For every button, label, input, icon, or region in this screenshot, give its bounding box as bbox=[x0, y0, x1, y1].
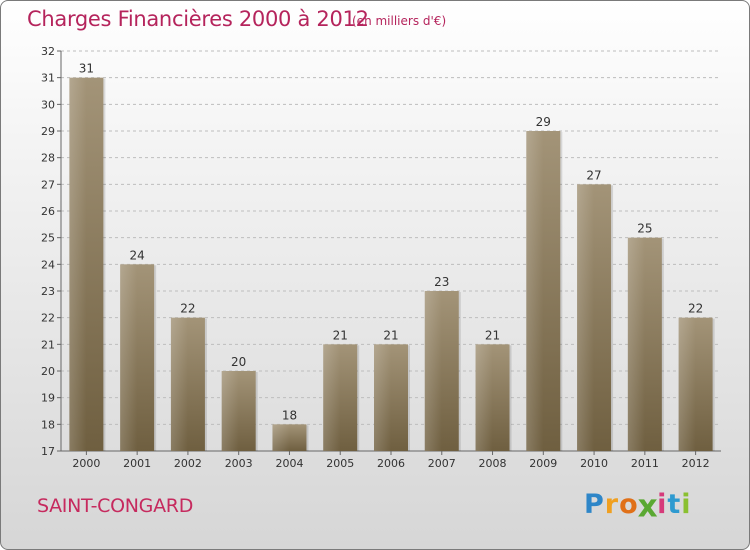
bar-highlight bbox=[577, 184, 595, 452]
logo-letter: i bbox=[681, 489, 692, 520]
data-label: 29 bbox=[536, 115, 551, 129]
bar-highlight bbox=[424, 291, 442, 451]
y-tick-label: 19 bbox=[41, 392, 55, 405]
logo-letter: t bbox=[667, 489, 682, 520]
logo-letter: o bbox=[619, 489, 639, 520]
x-tick-label: 2005 bbox=[326, 457, 354, 470]
bar-highlight bbox=[526, 131, 544, 451]
x-tick-label: 2008 bbox=[479, 457, 507, 470]
y-tick-label: 22 bbox=[41, 312, 55, 325]
logo-letter: i bbox=[657, 489, 668, 520]
data-label: 21 bbox=[333, 328, 348, 342]
x-tick-label: 2010 bbox=[580, 457, 608, 470]
proxiti-logo: Proxiti bbox=[584, 489, 692, 525]
y-tick-label: 17 bbox=[41, 445, 55, 458]
x-tick-label: 2011 bbox=[631, 457, 659, 470]
data-label: 22 bbox=[180, 302, 195, 316]
x-tick-label: 2003 bbox=[225, 457, 253, 470]
bar-highlight bbox=[120, 264, 138, 451]
bar-highlight bbox=[323, 344, 341, 451]
y-tick-label: 31 bbox=[41, 72, 55, 85]
labels: 17 18 19 20 21 22 23 24 25 26 27 28 29 30 31 32 31 2000 24… bbox=[41, 45, 710, 470]
data-label: 27 bbox=[586, 168, 601, 182]
x-tick-label: 2012 bbox=[682, 457, 710, 470]
data-label: 22 bbox=[688, 302, 703, 316]
y-tick-label: 18 bbox=[41, 418, 55, 431]
data-label: 20 bbox=[231, 355, 246, 369]
x-tick-label: 2009 bbox=[529, 457, 557, 470]
bar-highlight bbox=[627, 237, 645, 451]
y-tick-label: 27 bbox=[41, 178, 55, 191]
x-tick-label: 2006 bbox=[377, 457, 405, 470]
bar-highlight bbox=[475, 344, 493, 451]
data-label: 21 bbox=[485, 328, 500, 342]
x-tick-label: 2004 bbox=[275, 457, 303, 470]
commune-name: SAINT-CONGARD bbox=[37, 495, 194, 517]
y-tick-label: 20 bbox=[41, 365, 55, 378]
x-tick-label: 2007 bbox=[428, 457, 456, 470]
bar-highlight bbox=[272, 424, 290, 451]
logo-letter: r bbox=[604, 489, 620, 520]
y-tick-label: 25 bbox=[41, 232, 55, 245]
bar-highlight bbox=[221, 371, 239, 451]
bar-highlight bbox=[678, 317, 696, 451]
bars bbox=[69, 77, 715, 452]
y-tick-label: 24 bbox=[41, 258, 55, 271]
y-tick-label: 29 bbox=[41, 125, 55, 138]
y-tick-label: 32 bbox=[41, 45, 55, 58]
data-label: 24 bbox=[130, 248, 145, 262]
y-tick-label: 26 bbox=[41, 205, 55, 218]
x-tick-label: 2002 bbox=[174, 457, 202, 470]
y-tick-label: 23 bbox=[41, 285, 55, 298]
data-label: 31 bbox=[79, 62, 94, 76]
x-tick-label: 2001 bbox=[123, 457, 151, 470]
bar-highlight bbox=[170, 317, 188, 451]
logo-letter: P bbox=[584, 489, 605, 520]
chart-title: Charges Financières 2000 à 2012 bbox=[27, 7, 369, 31]
bar-highlight bbox=[374, 344, 391, 451]
y-tick-label: 21 bbox=[41, 338, 55, 351]
y-tick-label: 28 bbox=[41, 152, 55, 165]
data-label: 21 bbox=[383, 328, 398, 342]
data-label: 25 bbox=[637, 222, 652, 236]
bar-highlight bbox=[69, 77, 87, 452]
data-label: 23 bbox=[434, 275, 449, 289]
data-label: 18 bbox=[282, 408, 297, 422]
y-tick-label: 30 bbox=[41, 98, 55, 111]
x-tick-label: 2000 bbox=[72, 457, 100, 470]
logo-letter: x bbox=[637, 488, 659, 525]
unit-label: (en milliers d'€) bbox=[352, 14, 447, 28]
